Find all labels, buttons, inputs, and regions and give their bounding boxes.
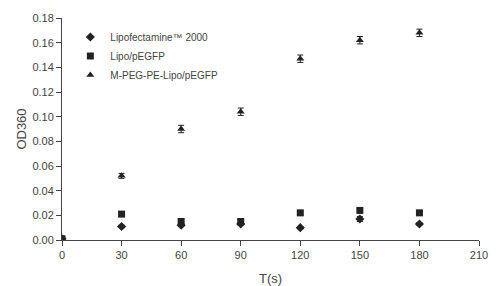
svg-text:Lipo/pEGFP: Lipo/pEGFP — [110, 51, 165, 62]
svg-text:180: 180 — [410, 249, 428, 261]
svg-text:0.10: 0.10 — [32, 111, 53, 123]
svg-text:0.08: 0.08 — [32, 135, 53, 147]
svg-text:60: 60 — [175, 249, 187, 261]
svg-text:0.00: 0.00 — [32, 234, 53, 246]
svg-text:0.12: 0.12 — [32, 86, 53, 98]
svg-text:0.06: 0.06 — [32, 160, 53, 172]
svg-text:210: 210 — [470, 249, 488, 261]
svg-text:30: 30 — [115, 249, 127, 261]
svg-text:M-PEG-PE-Lipo/pEGFP: M-PEG-PE-Lipo/pEGFP — [110, 70, 218, 81]
svg-text:OD360: OD360 — [14, 108, 29, 149]
svg-text:0.02: 0.02 — [32, 209, 53, 221]
svg-text:0.16: 0.16 — [32, 37, 53, 49]
svg-text:T(s): T(s) — [259, 271, 282, 286]
svg-text:120: 120 — [291, 249, 309, 261]
svg-text:150: 150 — [351, 249, 369, 261]
svg-text:Lipofectamine™ 2000: Lipofectamine™ 2000 — [110, 32, 208, 43]
svg-text:0.04: 0.04 — [32, 185, 53, 197]
svg-text:0.14: 0.14 — [32, 61, 53, 73]
svg-text:90: 90 — [235, 249, 247, 261]
svg-text:0.18: 0.18 — [32, 12, 53, 24]
svg-text:0: 0 — [59, 249, 65, 261]
